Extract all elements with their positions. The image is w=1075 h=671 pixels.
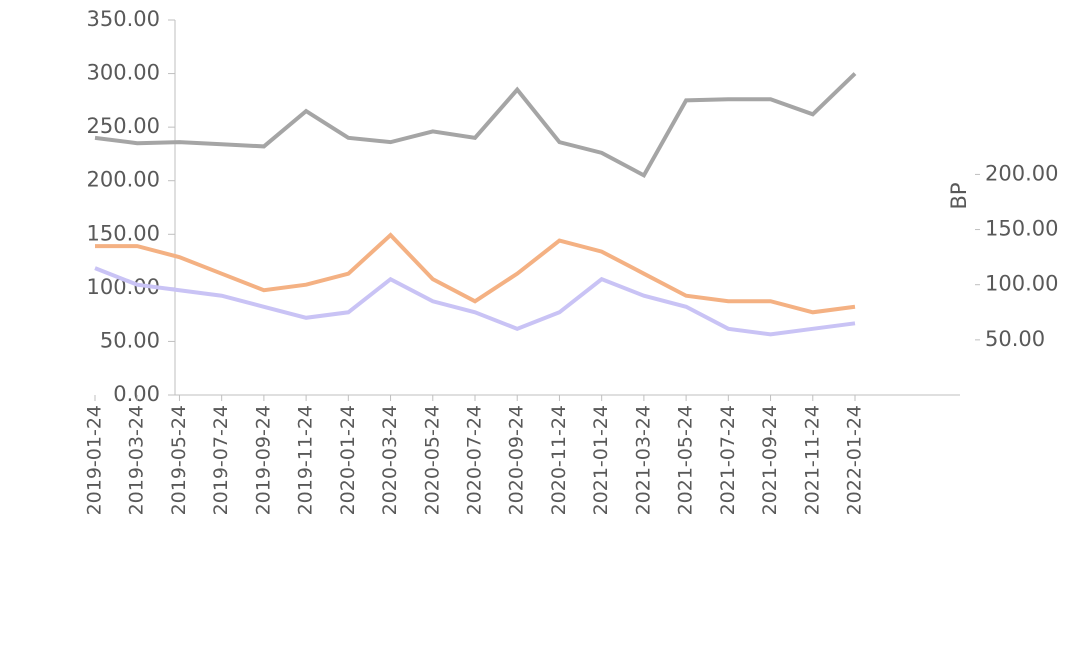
y-tick-label: 200.00 xyxy=(87,168,160,192)
x-tick-label: 2019-11-24 xyxy=(295,405,317,515)
x-tick-label: 2021-01-24 xyxy=(590,405,612,515)
y2-axis-label: BP xyxy=(947,182,971,209)
y-tick-label: 150.00 xyxy=(87,221,160,245)
chart: BP 0.00 50.00 100.00 150.00 200.00 250.00 300.… xyxy=(0,0,1075,671)
y-tick-label: 0.00 xyxy=(113,382,160,406)
x-tick-label: 2021-09-24 xyxy=(759,405,781,515)
x-tick-label: 2020-09-24 xyxy=(506,405,528,515)
y2-tick-label: 50.00 xyxy=(985,327,1045,351)
x-tick-label: 2020-03-24 xyxy=(379,405,401,515)
x-tick-label: 2020-05-24 xyxy=(421,405,443,515)
y2-tick-label: 200.00 xyxy=(985,161,1058,185)
y-tick-label: 350.00 xyxy=(87,7,160,31)
x-tick-label: 2020-01-24 xyxy=(337,405,359,515)
x-tick-label: 2020-07-24 xyxy=(464,405,486,515)
x-tick-label: 2019-03-24 xyxy=(126,405,148,515)
x-tick-label: 2021-11-24 xyxy=(801,405,823,515)
x-tick-label: 2019-05-24 xyxy=(168,405,190,515)
x-tick-label: 2020-11-24 xyxy=(548,405,570,515)
y-tick-label: 250.00 xyxy=(87,114,160,138)
series-line xyxy=(95,235,855,312)
y-tick-label: 50.00 xyxy=(100,328,160,352)
y2-tick-label: 150.00 xyxy=(985,217,1058,241)
series-line xyxy=(95,74,855,176)
x-tick-label: 2019-09-24 xyxy=(252,405,274,515)
x-tick-label: 2021-03-24 xyxy=(632,405,654,515)
x-tick-label: 2021-05-24 xyxy=(675,405,697,515)
x-tick-label: 2021-07-24 xyxy=(717,405,739,515)
x-tick-label: 2019-01-24 xyxy=(84,405,106,515)
y2-tick-label: 100.00 xyxy=(985,272,1058,296)
y-tick-label: 300.00 xyxy=(87,61,160,85)
x-tick-label: 2022-01-24 xyxy=(844,405,866,515)
x-tick-label: 2019-07-24 xyxy=(210,405,232,515)
